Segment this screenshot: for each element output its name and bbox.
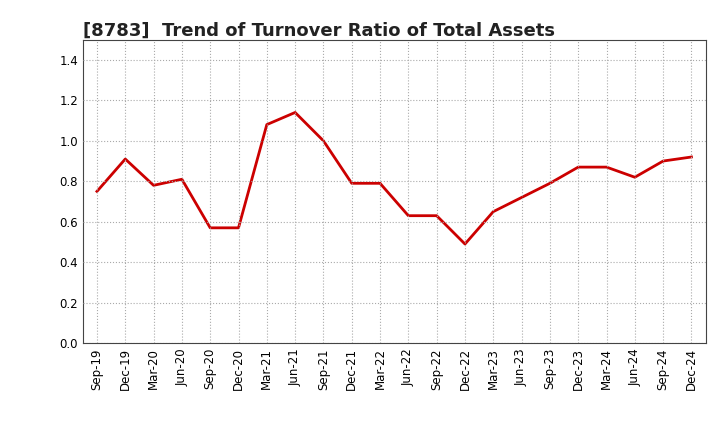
Text: [8783]  Trend of Turnover Ratio of Total Assets: [8783] Trend of Turnover Ratio of Total … [83,22,555,40]
